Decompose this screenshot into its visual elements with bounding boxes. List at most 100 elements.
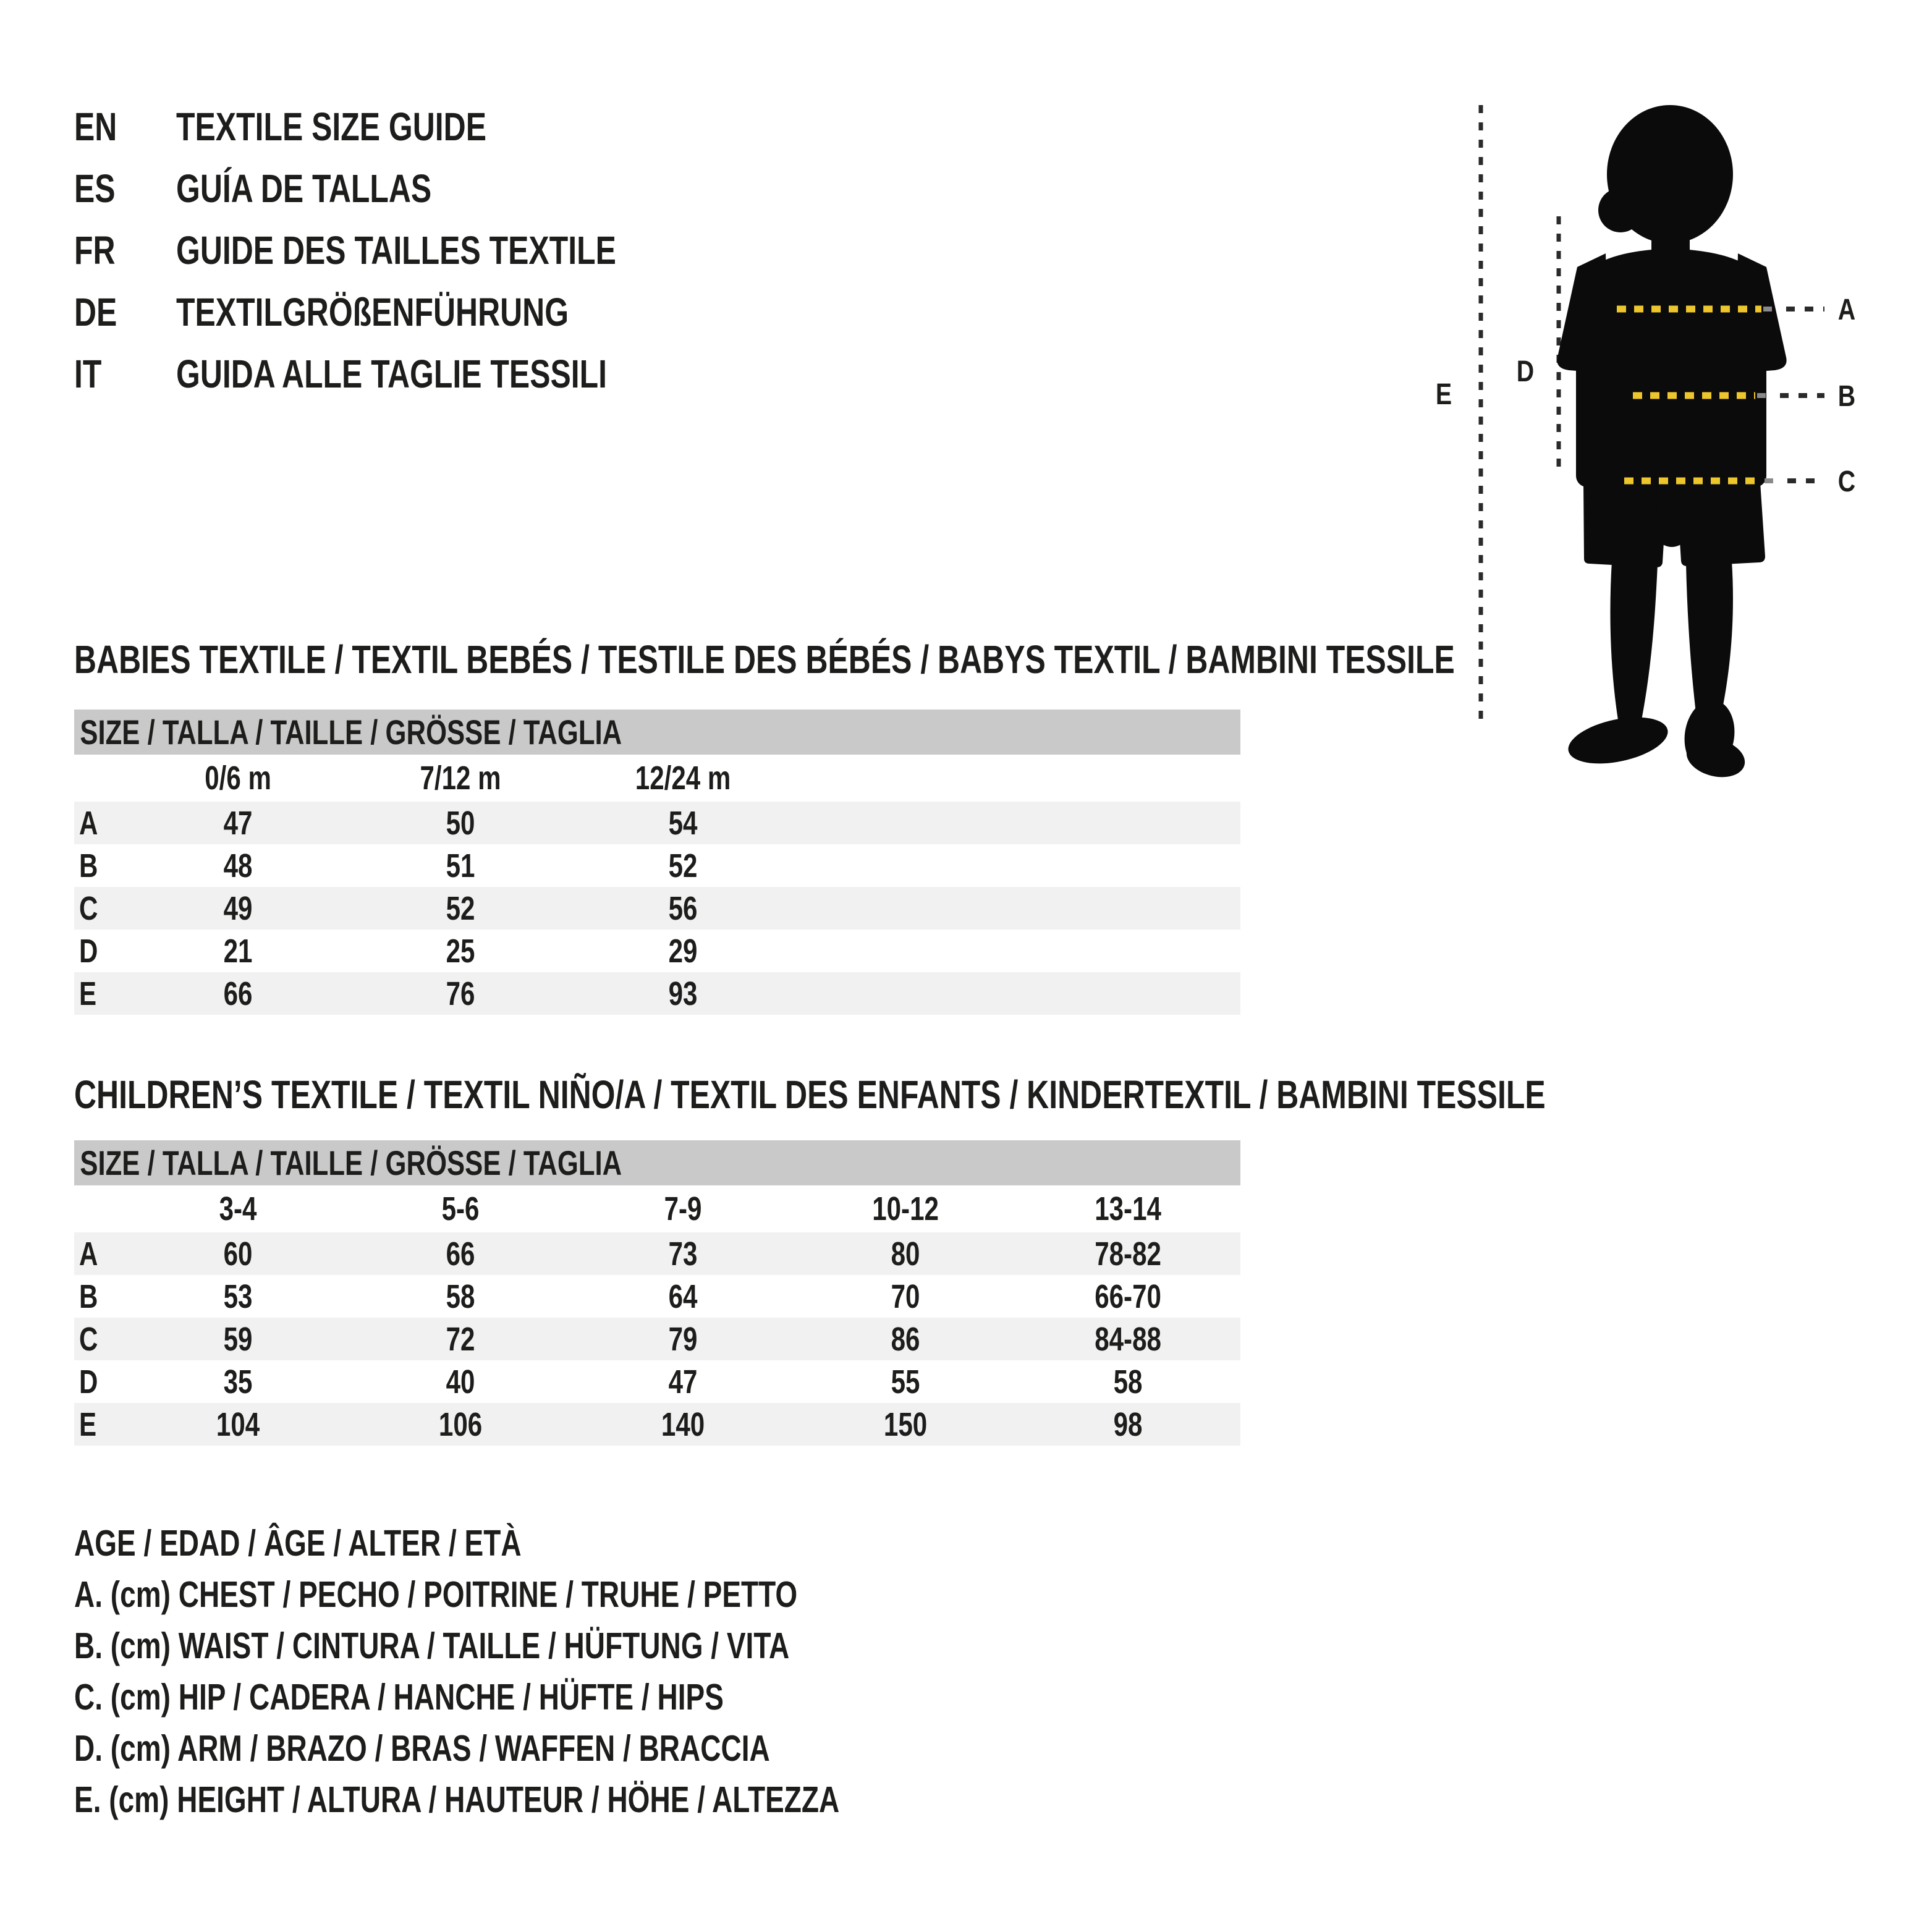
language-row: IT GUIDA ALLE TAGLIE TESSILI xyxy=(74,343,740,405)
size-cell: 72 xyxy=(446,1320,475,1358)
children-section-title: CHILDREN’S TEXTILE / TEXTIL NIÑO/A / TEX… xyxy=(74,1072,1546,1117)
measure-label-b: B xyxy=(1838,379,1855,413)
babies-size-table: SIZE / TALLA / TAILLE / GRÖSSE / TAGLIA … xyxy=(74,710,1240,1015)
column-header: 10-12 xyxy=(872,1190,939,1227)
column-header: 7/12 m xyxy=(420,760,501,797)
column-header: 12/24 m xyxy=(635,760,731,797)
size-cell: 35 xyxy=(223,1363,253,1400)
size-cell: 60 xyxy=(223,1235,253,1273)
legend-line-hip: C. (cm) HIP / CADERA / HANCHE / HÜFTE / … xyxy=(74,1676,724,1718)
column-header-row: 3-4 5-6 7-9 10-12 13-14 xyxy=(74,1185,1240,1232)
size-cell: 64 xyxy=(668,1277,698,1315)
table-row: B 48 51 52 xyxy=(74,844,1240,887)
row-label: D xyxy=(79,1363,98,1400)
size-cell: 47 xyxy=(223,804,253,842)
size-cell: 59 xyxy=(223,1320,253,1358)
legend-line-chest: A. (cm) CHEST / PECHO / POITRINE / TRUHE… xyxy=(74,1574,798,1615)
size-cell: 76 xyxy=(446,975,475,1012)
size-cell: 79 xyxy=(668,1320,698,1358)
size-cell: 98 xyxy=(1113,1405,1143,1443)
table-row: C 49 52 56 xyxy=(74,887,1240,930)
legend-line-age: AGE / EDAD / ÂGE / ALTER / ETÀ xyxy=(74,1522,522,1564)
size-cell: 66 xyxy=(446,1235,475,1273)
table-row: E 104 106 140 150 98 xyxy=(74,1403,1240,1446)
language-title: TEXTILGRÖßENFÜHRUNG xyxy=(176,290,569,334)
table-row: A 47 50 54 xyxy=(74,802,1240,844)
table-row: E 66 76 93 xyxy=(74,972,1240,1015)
size-cell: 58 xyxy=(1113,1363,1143,1400)
size-cell: 29 xyxy=(668,932,698,970)
size-header-bar: SIZE / TALLA / TAILLE / GRÖSSE / TAGLIA xyxy=(74,1140,1240,1185)
table-row: C 59 72 79 86 84-88 xyxy=(74,1318,1240,1360)
row-label: B xyxy=(79,1277,98,1315)
size-cell: 25 xyxy=(446,932,475,970)
row-label: A xyxy=(79,804,98,842)
size-cell: 58 xyxy=(446,1277,475,1315)
size-cell: 49 xyxy=(223,889,253,927)
size-cell: 55 xyxy=(891,1363,920,1400)
language-code: IT xyxy=(74,352,102,396)
table-row: D 35 40 47 55 58 xyxy=(74,1360,1240,1403)
size-cell: 48 xyxy=(223,847,253,884)
row-label: E xyxy=(79,975,97,1012)
size-cell: 93 xyxy=(668,975,698,1012)
size-cell: 53 xyxy=(223,1277,253,1315)
child-silhouette xyxy=(1557,105,1787,777)
language-list: EN TEXTILE SIZE GUIDE ES GUÍA DE TALLAS … xyxy=(74,96,740,405)
column-header: 5-6 xyxy=(441,1190,480,1227)
legend-line-waist: B. (cm) WAIST / CINTURA / TAILLE / HÜFTU… xyxy=(74,1625,790,1666)
row-label: C xyxy=(79,1320,98,1358)
size-cell: 104 xyxy=(216,1405,260,1443)
size-cell: 66 xyxy=(223,975,253,1012)
table-row: B 53 58 64 70 66-70 xyxy=(74,1275,1240,1318)
size-cell: 66-70 xyxy=(1095,1277,1161,1315)
column-header: 7-9 xyxy=(664,1190,702,1227)
table-row: D 21 25 29 xyxy=(74,930,1240,972)
language-code: FR xyxy=(74,228,116,273)
size-cell: 50 xyxy=(446,804,475,842)
row-label: C xyxy=(79,889,98,927)
size-cell: 78-82 xyxy=(1095,1235,1161,1273)
size-cell: 73 xyxy=(668,1235,698,1273)
language-title: TEXTILE SIZE GUIDE xyxy=(176,104,487,149)
language-row: FR GUIDE DES TAILLES TEXTILE xyxy=(74,219,740,281)
language-title: GUIDE DES TAILLES TEXTILE xyxy=(176,228,616,273)
size-header-bar: SIZE / TALLA / TAILLE / GRÖSSE / TAGLIA xyxy=(74,710,1240,755)
language-title: GUIDA ALLE TAGLIE TESSILI xyxy=(176,352,608,396)
column-header: 13-14 xyxy=(1095,1190,1161,1227)
size-cell: 80 xyxy=(891,1235,920,1273)
language-row: ES GUÍA DE TALLAS xyxy=(74,158,740,219)
size-cell: 84-88 xyxy=(1095,1320,1161,1358)
measurement-figure: A B C D E xyxy=(1436,105,1855,777)
language-row: DE TEXTILGRÖßENFÜHRUNG xyxy=(74,281,740,343)
size-cell: 51 xyxy=(446,847,475,884)
size-cell: 140 xyxy=(661,1405,705,1443)
size-cell: 106 xyxy=(438,1405,483,1443)
column-header: 0/6 m xyxy=(205,760,271,797)
babies-section-title: BABIES TEXTILE / TEXTIL BEBÉS / TESTILE … xyxy=(74,637,1455,682)
legend-line-height: E. (cm) HEIGHT / ALTURA / HAUTEUR / HÖHE… xyxy=(74,1779,840,1820)
size-cell: 54 xyxy=(668,804,698,842)
measure-label-a: A xyxy=(1838,293,1855,326)
column-header-row: 0/6 m 7/12 m 12/24 m xyxy=(74,755,1240,802)
language-row: EN TEXTILE SIZE GUIDE xyxy=(74,96,740,158)
size-cell: 47 xyxy=(668,1363,698,1400)
row-label: D xyxy=(79,932,98,970)
size-cell: 86 xyxy=(891,1320,920,1358)
measure-label-e: E xyxy=(1436,378,1452,411)
size-cell: 150 xyxy=(883,1405,928,1443)
row-label: B xyxy=(79,847,98,884)
language-code: EN xyxy=(74,104,117,149)
size-cell: 52 xyxy=(446,889,475,927)
language-code: DE xyxy=(74,290,117,334)
measure-label-d: D xyxy=(1517,355,1534,388)
measurement-legend: AGE / EDAD / ÂGE / ALTER / ETÀ A. (cm) C… xyxy=(74,1517,1056,1825)
size-cell: 56 xyxy=(668,889,698,927)
language-code: ES xyxy=(74,166,116,211)
language-title: GUÍA DE TALLAS xyxy=(176,166,432,211)
size-cell: 21 xyxy=(223,932,253,970)
row-label: A xyxy=(79,1235,98,1273)
size-cell: 70 xyxy=(891,1277,920,1315)
column-header: 3-4 xyxy=(219,1190,257,1227)
